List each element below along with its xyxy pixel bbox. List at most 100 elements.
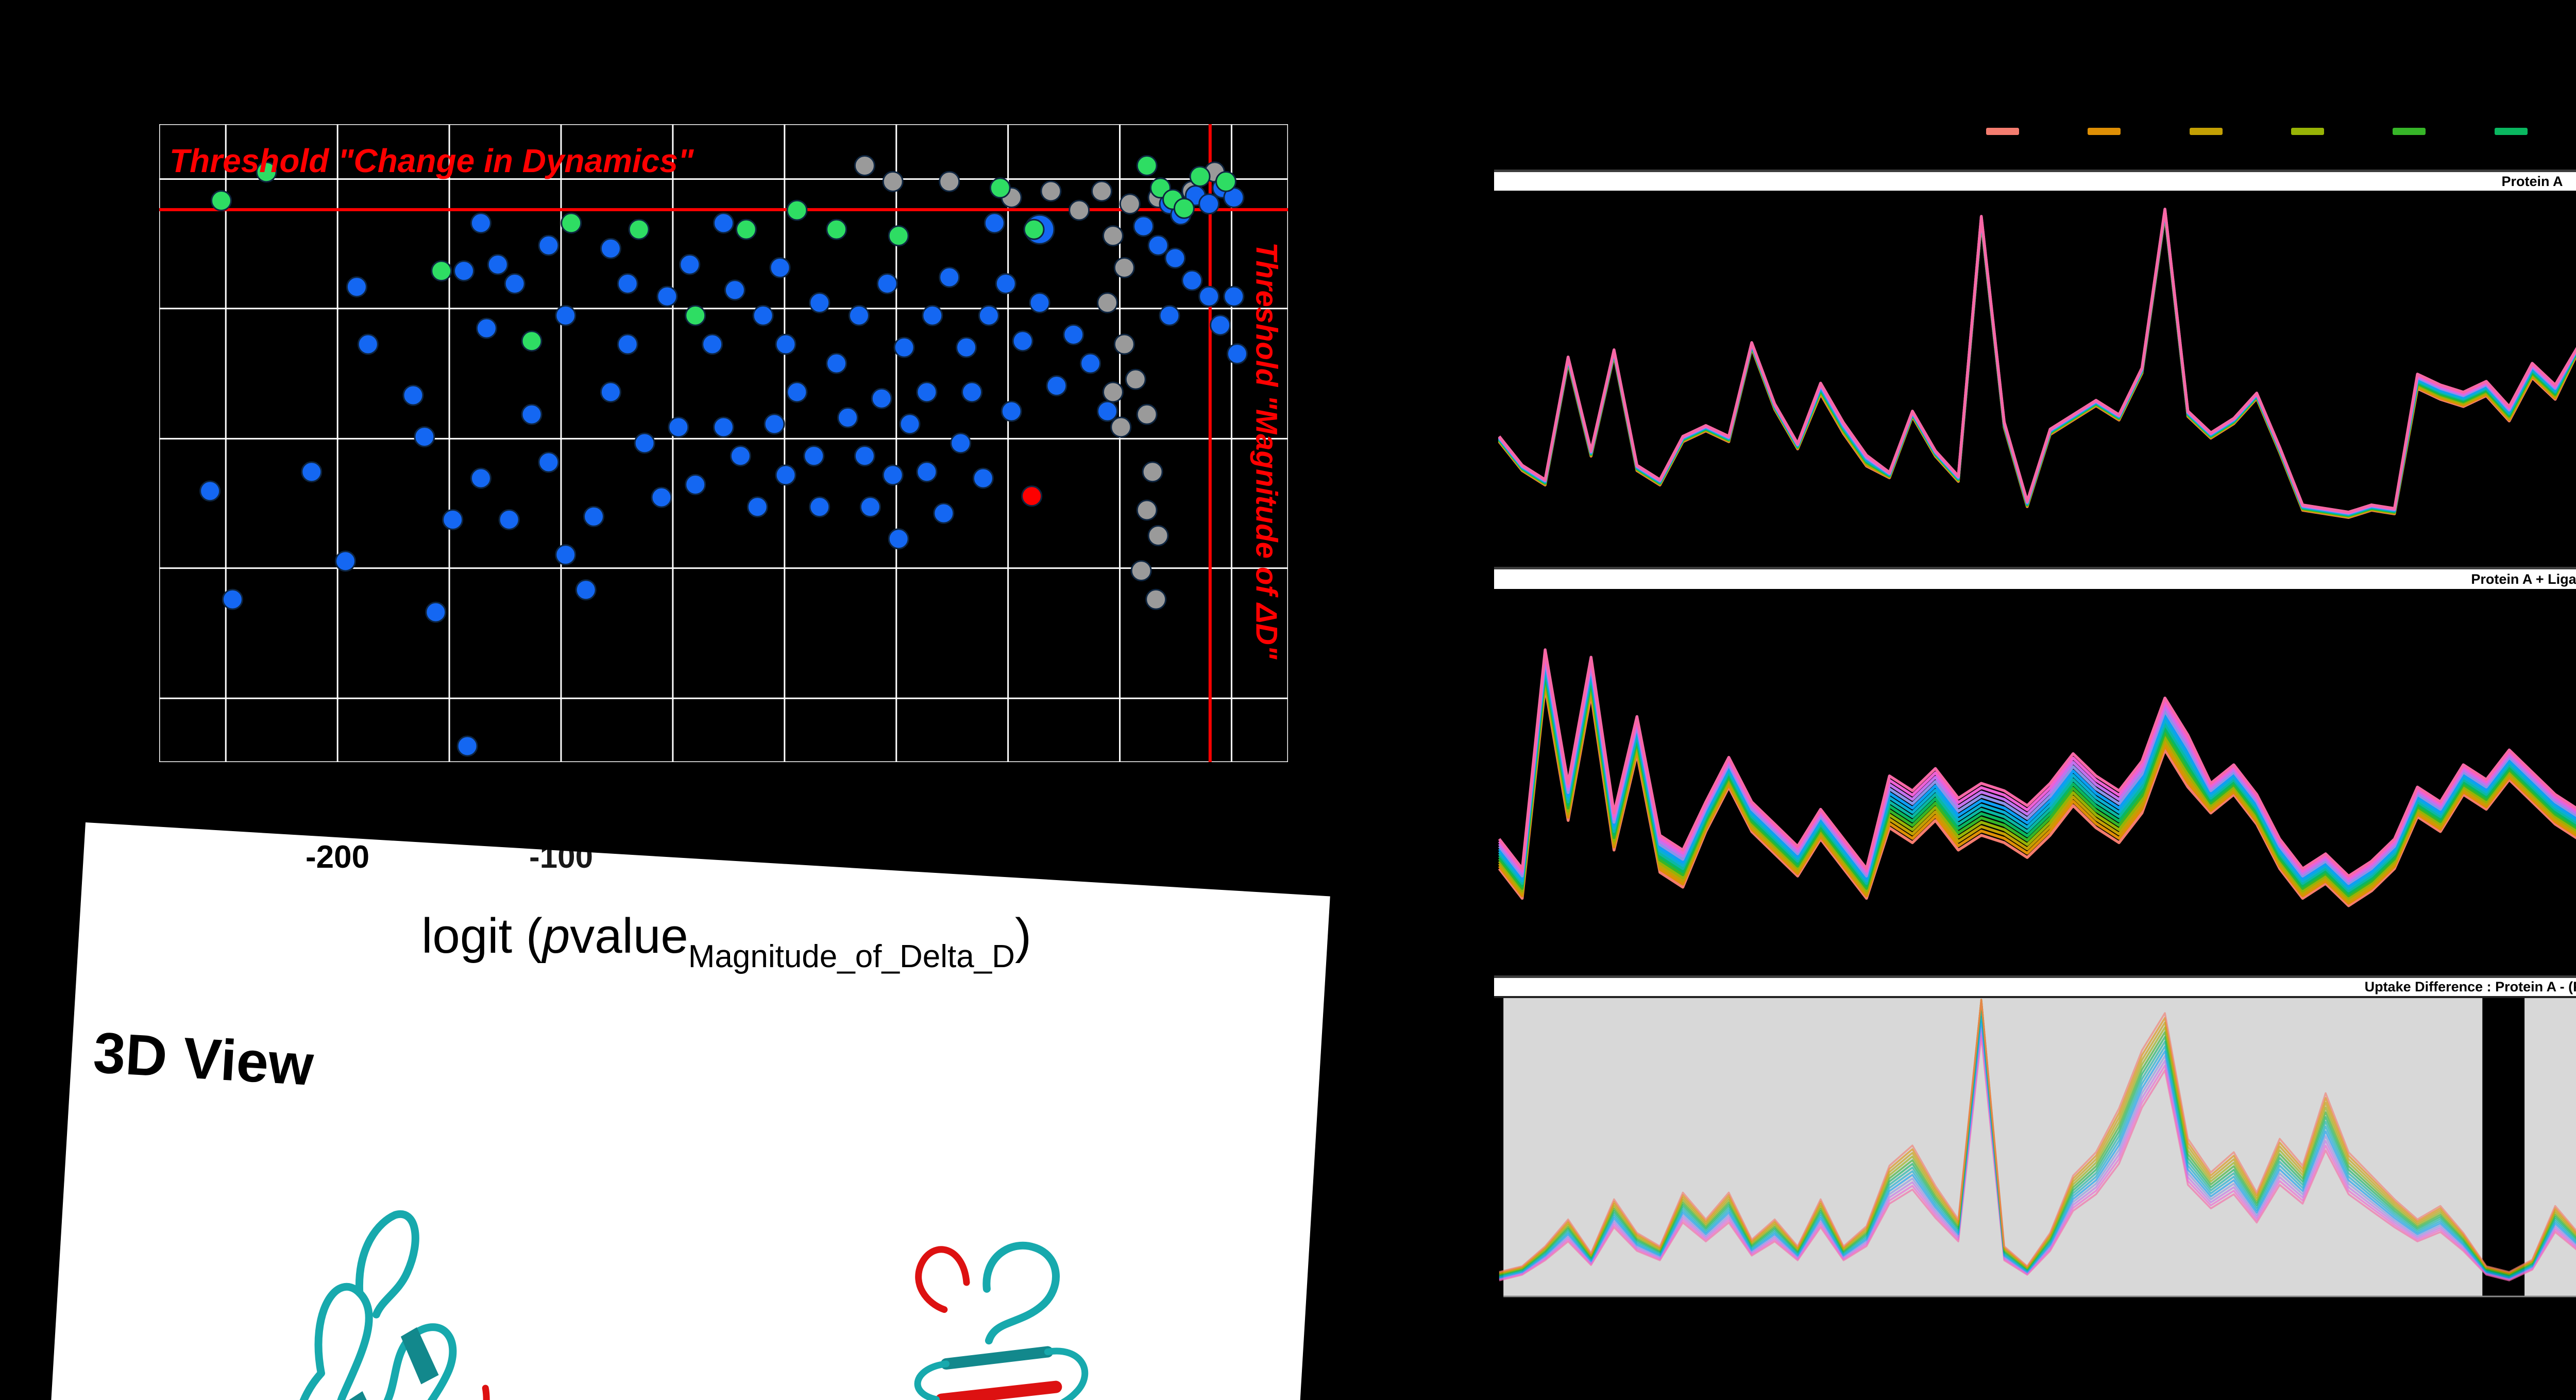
uptake-series-line[interactable] <box>1498 657 2576 885</box>
scatter-point[interactable] <box>939 171 960 192</box>
uptake-plot-protein-a[interactable] <box>1494 188 2576 569</box>
scatter-point[interactable] <box>995 273 1016 294</box>
scatter-point[interactable] <box>555 544 577 566</box>
scatter-point[interactable] <box>899 413 921 435</box>
scatter-point[interactable] <box>1173 197 1195 219</box>
scatter-point[interactable] <box>1136 155 1158 176</box>
scatter-point[interactable] <box>803 445 825 467</box>
scatter-point[interactable] <box>1210 314 1231 336</box>
legend-chip-timepoint-6[interactable] <box>2494 128 2528 135</box>
scatter-point[interactable] <box>764 413 785 435</box>
scatter-point[interactable] <box>1189 166 1211 188</box>
scatter-point[interactable] <box>888 225 909 247</box>
scatter-point[interactable] <box>1147 234 1169 256</box>
scatter-point[interactable] <box>1113 257 1135 279</box>
scatter-point[interactable] <box>752 305 774 326</box>
scatter-point[interactable] <box>848 305 870 326</box>
scatter-point[interactable] <box>1102 381 1124 403</box>
scatter-point[interactable] <box>1226 343 1248 365</box>
scatter-point[interactable] <box>1096 400 1118 422</box>
uptake-series-line[interactable] <box>1498 679 2576 902</box>
scatter-point[interactable] <box>984 212 1005 234</box>
scatter-point[interactable] <box>679 254 701 275</box>
scatter-point[interactable] <box>1102 225 1124 247</box>
scatter-point[interactable] <box>702 333 723 355</box>
scatter-point[interactable] <box>583 505 605 527</box>
scatter-point[interactable] <box>628 218 650 240</box>
scatter-point[interactable] <box>882 464 904 486</box>
timepoint-legend[interactable] <box>1986 127 2576 136</box>
scatter-point[interactable] <box>456 735 478 757</box>
scatter-point[interactable] <box>826 218 848 240</box>
scatter-point[interactable] <box>1080 352 1101 374</box>
legend-chip-timepoint-5[interactable] <box>2393 128 2426 135</box>
uptake-difference-plot[interactable] <box>1494 996 2576 1301</box>
uptake-series-line[interactable] <box>1498 682 2576 905</box>
legend-chip-timepoint-4[interactable] <box>2291 128 2324 135</box>
scatter-point[interactable] <box>871 387 892 409</box>
scatter-point[interactable] <box>651 486 672 508</box>
scatter-point[interactable] <box>854 445 875 467</box>
scatter-point[interactable] <box>538 234 560 256</box>
scatter-point[interactable] <box>956 336 977 358</box>
scatter-point[interactable] <box>470 212 492 234</box>
scatter-point[interactable] <box>1125 368 1146 390</box>
scatter-point[interactable] <box>301 461 323 483</box>
scatter-point[interactable] <box>211 190 232 212</box>
scatter-point[interactable] <box>916 381 938 403</box>
uptake-series-line[interactable] <box>1498 673 2576 898</box>
scatter-point[interactable] <box>1110 416 1132 438</box>
scatter-point[interactable] <box>1029 292 1050 314</box>
scatter-point[interactable] <box>402 384 424 406</box>
scatter-point[interactable] <box>854 155 875 176</box>
scatter-point[interactable] <box>1164 247 1186 269</box>
scatter-point[interactable] <box>1223 285 1245 307</box>
scatter-point[interactable] <box>826 352 848 374</box>
scatter-point[interactable] <box>1215 171 1236 192</box>
scatter-point[interactable] <box>809 292 831 314</box>
scatter-point[interactable] <box>487 254 509 275</box>
scatter-point[interactable] <box>1023 218 1045 240</box>
volcano-plot[interactable]: Threshold "Change in Dynamics" Threshold … <box>159 124 1288 762</box>
scatter-point[interactable] <box>1040 180 1062 202</box>
protein-ribbon-graphic[interactable] <box>229 1153 1157 1400</box>
scatter-point[interactable] <box>1159 305 1180 326</box>
scatter-point[interactable] <box>346 276 367 298</box>
uptake-series-line[interactable] <box>1498 651 2576 880</box>
scatter-point[interactable] <box>1046 375 1067 397</box>
scatter-point[interactable] <box>713 212 734 234</box>
scatter-point[interactable] <box>600 238 621 259</box>
scatter-point[interactable] <box>989 177 1011 199</box>
scatter-point[interactable] <box>1198 285 1220 307</box>
scatter-point[interactable] <box>1147 525 1169 547</box>
scatter-point[interactable] <box>617 273 638 294</box>
scatter-point[interactable] <box>453 260 475 282</box>
uptake-series-line[interactable] <box>1498 664 2576 890</box>
uptake-series-line[interactable] <box>1498 654 2576 883</box>
scatter-point[interactable] <box>837 407 859 428</box>
scatter-point[interactable] <box>939 266 960 288</box>
scatter-point[interactable] <box>1133 215 1155 237</box>
scatter-point[interactable] <box>713 416 734 438</box>
scatter-point[interactable] <box>1136 499 1158 521</box>
scatter-point[interactable] <box>1181 269 1203 291</box>
uptake-series-line[interactable] <box>1498 670 2576 895</box>
legend-chip-timepoint-2[interactable] <box>2088 128 2121 135</box>
scatter-point[interactable] <box>730 445 751 467</box>
scatter-point[interactable] <box>521 403 543 425</box>
scatter-point[interactable] <box>442 509 464 531</box>
scatter-point[interactable] <box>1119 193 1141 215</box>
scatter-point[interactable] <box>933 502 955 524</box>
scatter-point[interactable] <box>617 333 638 355</box>
scatter-point[interactable] <box>876 273 898 294</box>
uptake-series-line[interactable] <box>1498 661 2576 888</box>
scatter-point[interactable] <box>809 496 831 518</box>
scatter-point[interactable] <box>1063 324 1084 346</box>
scatter-point[interactable] <box>1012 330 1033 352</box>
uptake-series-line[interactable] <box>1499 999 2576 1275</box>
scatter-point[interactable] <box>656 285 678 307</box>
scatter-point[interactable] <box>775 333 796 355</box>
scatter-point[interactable] <box>199 480 221 502</box>
scatter-point[interactable] <box>769 257 791 279</box>
scatter-point[interactable] <box>775 464 796 486</box>
